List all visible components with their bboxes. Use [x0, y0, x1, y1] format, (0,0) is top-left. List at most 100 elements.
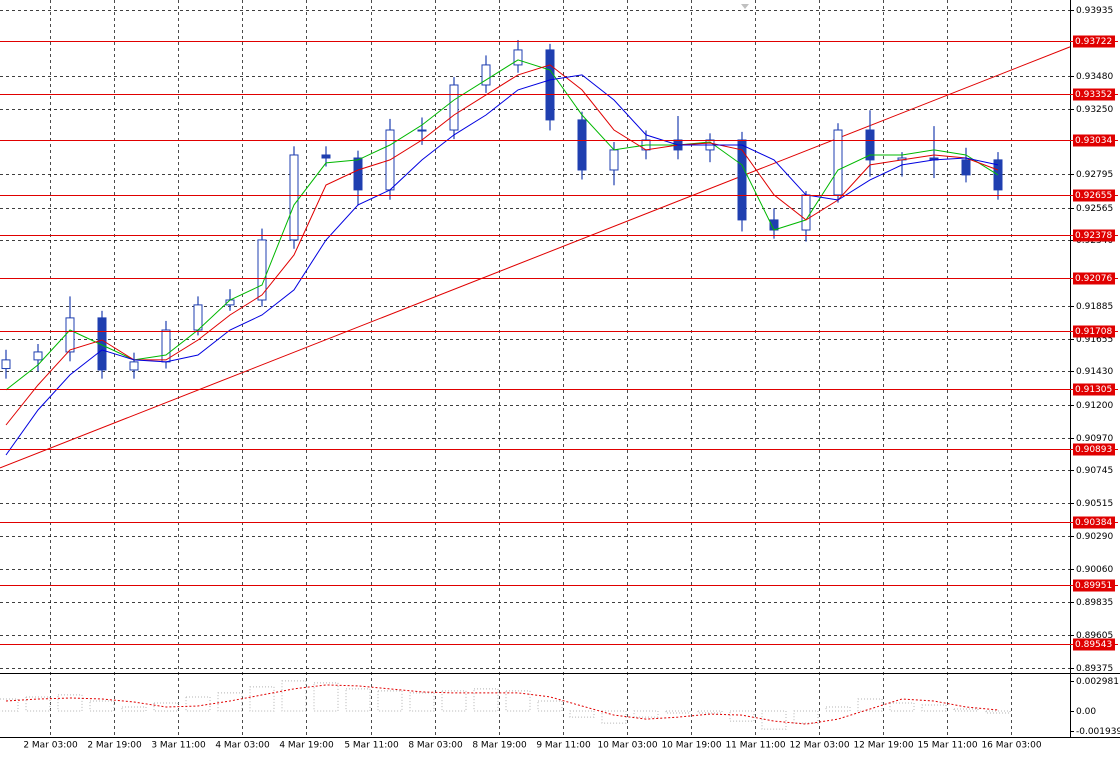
candle-body	[161, 329, 171, 363]
histogram-bar	[633, 710, 659, 718]
histogram-bar	[473, 688, 499, 712]
x-tick-label: 2 Mar 03:00	[23, 741, 78, 751]
histogram-bar	[121, 706, 147, 712]
histogram-bar	[249, 686, 275, 712]
histogram-bar	[953, 708, 979, 712]
candle-body	[257, 239, 267, 301]
trendline	[0, 46, 1071, 469]
histogram-bar	[25, 696, 51, 712]
candle-body	[321, 154, 331, 159]
histogram-bar	[985, 710, 1011, 714]
candle-body	[289, 154, 299, 241]
y-tick-label: 0.90970	[1076, 434, 1113, 444]
level-label-box	[1073, 516, 1115, 529]
level-label: 0.89543	[1075, 640, 1112, 650]
x-tick-label: 10 Mar 19:00	[661, 741, 721, 751]
histogram-bar	[889, 702, 915, 712]
level-label-box	[1073, 35, 1115, 48]
level-label-box	[1073, 579, 1115, 592]
moving-average	[5, 59, 999, 391]
histogram-bar	[761, 710, 787, 730]
histogram-bar	[505, 690, 531, 712]
candle-body	[97, 317, 107, 371]
x-tick-label: 11 Mar 11:00	[725, 741, 785, 751]
x-tick-label: 8 Mar 19:00	[472, 741, 527, 751]
candle-body	[577, 119, 587, 171]
candle-body	[737, 139, 747, 221]
x-tick-label: 8 Mar 03:00	[408, 741, 463, 751]
level-label: 0.90384	[1075, 518, 1112, 528]
candle-body	[545, 49, 555, 121]
histogram-bar	[377, 690, 403, 712]
level-label-box	[1073, 638, 1115, 651]
x-tick-label: 15 Mar 11:00	[917, 741, 977, 751]
moving-average	[5, 74, 999, 456]
level-label-box	[1073, 134, 1115, 147]
y2-tick-label: 0.002981	[1076, 677, 1119, 687]
candle-body	[417, 129, 427, 132]
y-tick-label: 0.92795	[1076, 170, 1113, 180]
x-tick-label: 4 Mar 03:00	[215, 741, 270, 751]
histogram-bar	[729, 710, 755, 722]
candle-body	[1, 359, 11, 370]
x-tick-label: 9 Mar 11:00	[536, 741, 591, 751]
x-tick-label: 3 Mar 11:00	[151, 741, 206, 751]
histogram-bar	[569, 710, 595, 718]
y-tick-label: 0.92565	[1076, 204, 1113, 214]
level-label: 0.89951	[1075, 581, 1112, 591]
candle-body	[449, 84, 459, 131]
level-label: 0.92655	[1075, 191, 1112, 201]
y-tick-label: 0.91655	[1076, 335, 1113, 345]
level-label: 0.91305	[1075, 385, 1112, 395]
histogram-bar	[217, 692, 243, 712]
histogram-bar	[89, 700, 115, 712]
shift-marker	[741, 4, 749, 9]
candle-body	[65, 317, 75, 353]
histogram-bar	[153, 702, 179, 712]
histogram-bar	[0, 698, 19, 712]
signal-line	[5, 684, 999, 725]
y2-tick-label: 0.00	[1076, 707, 1096, 717]
level-label: 0.92076	[1075, 274, 1112, 284]
y-tick-label: 0.91200	[1076, 401, 1113, 411]
histogram-bar	[409, 692, 435, 712]
level-label: 0.93722	[1075, 37, 1112, 47]
histogram-bar	[441, 690, 467, 712]
histogram-bar	[537, 700, 563, 712]
y-tick-label: 0.91430	[1076, 367, 1113, 377]
moving-average	[5, 64, 999, 426]
level-label: 0.92378	[1075, 231, 1112, 241]
level-label-box	[1073, 383, 1115, 396]
histogram-bar	[793, 710, 819, 724]
y-tick-label: 0.89835	[1076, 598, 1113, 608]
candle-body	[865, 129, 875, 161]
level-label-box	[1073, 189, 1115, 202]
y-tick-label: 0.89375	[1076, 664, 1113, 674]
y2-tick-label: -0.001939	[1076, 727, 1120, 737]
candle-body	[33, 351, 43, 361]
y-tick-label: 0.93480	[1076, 72, 1113, 82]
level-label: 0.93034	[1075, 136, 1112, 146]
x-tick-label: 4 Mar 19:00	[279, 741, 334, 751]
x-tick-label: 5 Mar 11:00	[344, 741, 399, 751]
x-tick-label: 10 Mar 03:00	[597, 741, 657, 751]
candle-body	[353, 157, 363, 191]
y-tick-label: 0.90060	[1076, 565, 1113, 575]
histogram-bar	[57, 694, 83, 712]
candle-body	[481, 64, 491, 86]
candle-body	[129, 361, 139, 371]
level-label-box	[1073, 229, 1115, 242]
y-tick-label: 0.91885	[1076, 302, 1113, 312]
level-label-box	[1073, 325, 1115, 338]
histogram-bar	[313, 682, 339, 712]
x-tick-label: 16 Mar 03:00	[981, 741, 1041, 751]
histogram-bar	[281, 680, 307, 712]
level-label: 0.93352	[1075, 90, 1112, 100]
histogram-bar	[825, 706, 851, 712]
histogram-bar	[665, 710, 691, 714]
candle-body	[609, 149, 619, 171]
histogram-bar	[697, 710, 723, 714]
level-label-box	[1073, 88, 1115, 101]
